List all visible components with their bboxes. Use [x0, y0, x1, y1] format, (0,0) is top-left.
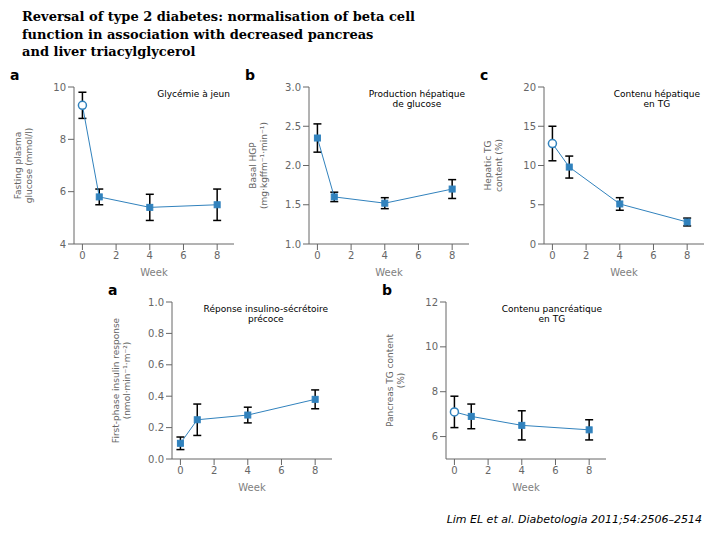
svg-text:Basal HGP: Basal HGP [248, 141, 258, 188]
html-text:and liver triacylglycerol: and liver triacylglycerol [22, 44, 196, 60]
svg-text:8: 8 [684, 250, 690, 261]
svg-text:Hepatic TG: Hepatic TG [483, 140, 493, 190]
html-text:Glycémie à jeun: Glycémie à jeun [157, 88, 230, 99]
svg-text:6: 6 [180, 250, 186, 261]
svg-text:6: 6 [415, 250, 421, 261]
svg-text:0: 0 [177, 465, 183, 476]
html-text:b: b [245, 66, 255, 83]
svg-text:(nmol·min⁻¹·m⁻²): (nmol·min⁻¹·m⁻²) [122, 341, 132, 419]
svg-text:6: 6 [60, 186, 66, 197]
svg-text:0.6: 0.6 [148, 359, 164, 370]
html-text:Réponse insulino-sécrétoire: Réponse insulino-sécrétoire [203, 303, 328, 314]
svg-text:Week: Week [610, 267, 638, 278]
svg-text:0: 0 [451, 465, 457, 476]
svg-text:20: 20 [523, 81, 536, 92]
html-text:Contenu pancréatique: Contenu pancréatique [501, 303, 602, 314]
svg-text:10: 10 [53, 81, 66, 92]
svg-text:(mg·kgffm⁻¹·min⁻¹): (mg·kgffm⁻¹·min⁻¹) [259, 122, 269, 209]
svg-text:2: 2 [113, 250, 119, 261]
svg-text:8: 8 [214, 250, 220, 261]
svg-text:1.0: 1.0 [285, 238, 301, 249]
svg-text:1.0: 1.0 [148, 296, 164, 307]
html-text:précoce: précoce [247, 314, 284, 325]
svg-text:4: 4 [147, 250, 153, 261]
html-text:c: c [480, 66, 489, 83]
svg-text:0.2: 0.2 [148, 422, 164, 433]
svg-text:10: 10 [523, 160, 536, 171]
svg-text:8: 8 [312, 465, 318, 476]
svg-text:4: 4 [617, 250, 623, 261]
html-text:a: a [10, 66, 20, 83]
html-text:b: b [382, 281, 392, 298]
svg-text:2: 2 [485, 465, 491, 476]
html-text:en TG: en TG [643, 99, 671, 110]
svg-text:0.0: 0.0 [148, 453, 164, 464]
svg-text:(%): (%) [396, 372, 406, 388]
svg-text:10: 10 [425, 341, 438, 352]
svg-text:0: 0 [79, 250, 85, 261]
svg-text:1.5: 1.5 [285, 199, 301, 210]
svg-text:3.0: 3.0 [285, 81, 301, 92]
svg-text:glucose (mmol/l): glucose (mmol/l) [24, 127, 34, 203]
svg-text:6: 6 [650, 250, 656, 261]
svg-text:2: 2 [211, 465, 217, 476]
svg-text:Fasting plasma: Fasting plasma [13, 131, 23, 199]
svg-text:Week: Week [512, 482, 540, 493]
svg-text:0.8: 0.8 [148, 328, 164, 339]
html-text:a: a [108, 281, 118, 298]
svg-text:0.4: 0.4 [148, 390, 164, 401]
svg-text:content (%): content (%) [494, 139, 504, 192]
html-text:Reversal of type 2 diabetes: n: Reversal of type 2 diabetes: normalisati… [22, 9, 415, 24]
svg-text:2.5: 2.5 [285, 120, 301, 131]
svg-text:Pancreas TG content: Pancreas TG content [385, 333, 395, 427]
svg-text:Week: Week [140, 267, 168, 278]
svg-text:12: 12 [425, 296, 438, 307]
svg-text:4: 4 [60, 238, 66, 249]
html-text:en TG: en TG [538, 314, 566, 325]
svg-text:2.0: 2.0 [285, 160, 301, 171]
html-text:function in association with d: function in association with decreased p… [22, 26, 374, 42]
svg-text:0: 0 [549, 250, 555, 261]
svg-text:6: 6 [432, 431, 438, 442]
svg-text:8: 8 [432, 386, 438, 397]
svg-text:8: 8 [60, 134, 66, 145]
svg-text:First-phase insulin response: First-phase insulin response [111, 317, 121, 443]
svg-text:4: 4 [382, 250, 388, 261]
svg-text:Week: Week [375, 267, 403, 278]
svg-text:6: 6 [552, 465, 558, 476]
html-text:de glucose: de glucose [392, 99, 442, 110]
svg-text:8: 8 [449, 250, 455, 261]
svg-text:6: 6 [278, 465, 284, 476]
svg-text:4: 4 [245, 465, 251, 476]
svg-text:0: 0 [314, 250, 320, 261]
svg-text:2: 2 [583, 250, 589, 261]
html-text:Contenu hépatique: Contenu hépatique [613, 88, 700, 99]
html-text:Lim EL et al. Diabetologia 201: Lim EL et al. Diabetologia 2011;54:2506–… [446, 513, 702, 526]
svg-text:15: 15 [523, 120, 536, 131]
svg-text:0: 0 [530, 238, 536, 249]
svg-text:Week: Week [238, 482, 266, 493]
html-text:Production hépatique: Production hépatique [368, 88, 465, 99]
svg-text:2: 2 [348, 250, 354, 261]
svg-text:4: 4 [519, 465, 525, 476]
svg-text:5: 5 [530, 199, 536, 210]
svg-text:8: 8 [586, 465, 592, 476]
